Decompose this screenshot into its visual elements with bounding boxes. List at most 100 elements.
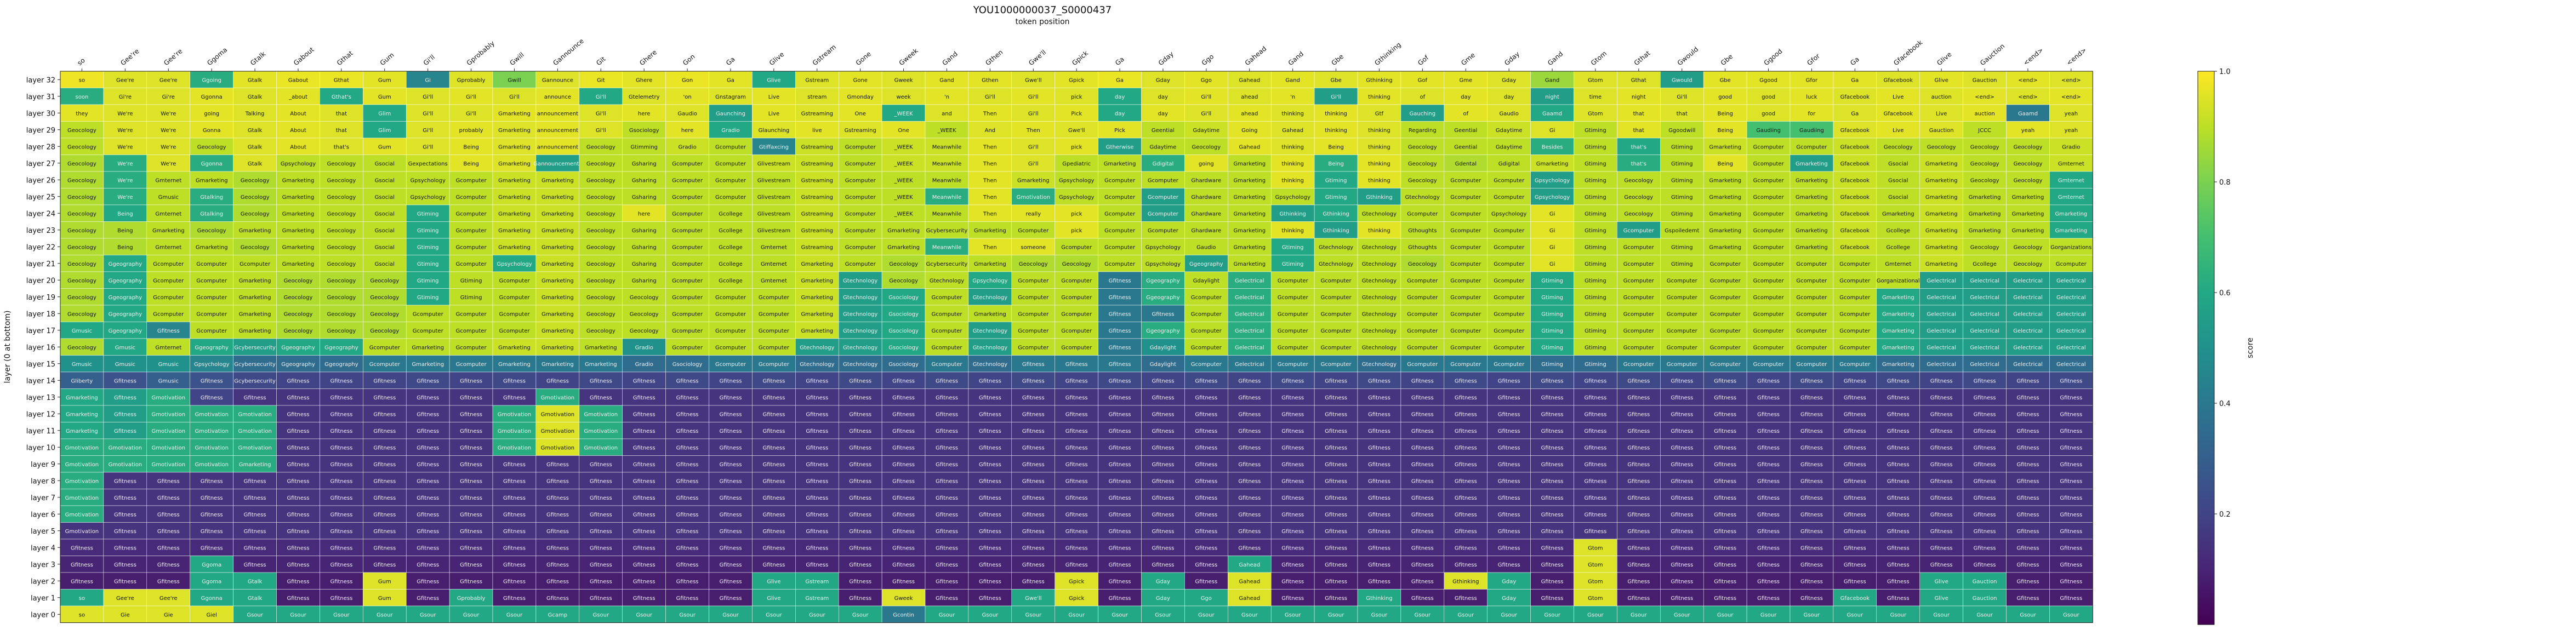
cell-label: Gsocial (375, 178, 395, 184)
cell-label: Gfitness (1541, 495, 1564, 501)
cell-label: Glive (767, 77, 780, 83)
cell-label: Gfitness (1757, 395, 1780, 401)
cell-label: Geocology (1408, 261, 1437, 267)
heatmap-cell (103, 155, 147, 172)
cell-label: Geocology (1624, 178, 1653, 184)
heatmap-cell (1617, 104, 1661, 122)
heatmap-cell (492, 204, 537, 222)
heatmap-cell (665, 221, 709, 239)
cell-label: We're (117, 128, 133, 134)
cell-label: Gfitness (720, 495, 742, 501)
cell-label: Gfitness (373, 378, 396, 384)
cell-label: Gdaytime (1150, 144, 1177, 150)
cell-label: Gcomputer (759, 345, 790, 351)
cell-label: Gfitness (1930, 478, 1953, 484)
cell-label: Gmotivation (541, 445, 575, 451)
cell-label: Gfitness (2017, 428, 2039, 434)
cell-label: Gcomputer (1407, 211, 1438, 217)
cell-label: Ghardware (1191, 194, 1221, 201)
cell-label: Gbe (1330, 77, 1341, 83)
cell-label: Gfitness (1930, 462, 1953, 468)
cell-label: _WEEK (894, 194, 914, 201)
cell-label: Gmternet (761, 278, 787, 284)
cell-label: Gtiffaxcing (759, 144, 789, 150)
cell-label: Gfitness (1541, 545, 1564, 551)
heatmap-cell (1617, 238, 1661, 255)
cell-label: Gmotivation (584, 445, 618, 451)
cell-label: Gfitness (1109, 345, 1131, 351)
heatmap-cell (968, 204, 1012, 222)
heatmap-cell (709, 155, 753, 172)
cell-label: Gfitness (1022, 411, 1045, 417)
cell-label: Gmarketing (498, 128, 531, 134)
cell-label: thinking (1281, 178, 1304, 184)
cell-label: Gfitness (979, 378, 1001, 384)
cell-label: here (638, 111, 651, 117)
cell-label: Geocology (327, 328, 356, 334)
cell-label: Gfitness (1757, 411, 1780, 417)
heatmap-cell (1228, 221, 1272, 239)
cell-label: Gsocial (375, 211, 395, 217)
cell-label: Gfitness (1800, 495, 1823, 501)
heatmap-cell (1314, 138, 1358, 155)
cell-label: Gtiming (1671, 261, 1693, 267)
cell-label: Gfitness (1800, 579, 1823, 585)
cell-label: Gfitness (1325, 596, 1347, 602)
cell-label: Gradio (678, 144, 696, 150)
x-tick-label: Ga (1849, 55, 1861, 67)
cell-label: Gelectrical (1970, 328, 1999, 334)
cell-label: Gtiming (417, 211, 439, 217)
cell-label: Gcomputer (1494, 345, 1525, 351)
cell-label: Gfitness (979, 428, 1001, 434)
cell-label: Gthen (982, 77, 999, 83)
cell-label: Gfitness (1800, 378, 1823, 384)
cell-label: Gfitness (1022, 529, 1045, 535)
cell-label: Gi'll (1028, 144, 1039, 150)
cell-label: Gmarketing (1969, 194, 2001, 201)
cell-label: Gfitness (633, 562, 656, 568)
cell-label: Gtiming (1671, 211, 1693, 217)
y-tick-label: layer 31 (26, 93, 55, 101)
heatmap-cell (1444, 155, 1488, 172)
x-tick-label: Glive (1935, 50, 1953, 67)
cell-label: Gfitness (1887, 579, 1910, 585)
cell-label: Gfitness (2060, 395, 2082, 401)
cell-label: Geocology (1408, 144, 1437, 150)
cell-label: Gsociology (888, 345, 919, 351)
heatmap-cell (2006, 138, 2050, 155)
cell-label: Gee're (116, 596, 134, 602)
cell-label: Gmarketing (152, 228, 185, 234)
cell-label: Gfitness (287, 411, 310, 417)
cell-label: good (1762, 94, 1775, 100)
cell-label: Gpsychology (1145, 261, 1181, 267)
cell-label: for (1808, 111, 1816, 117)
cell-label: Gfitness (1195, 545, 1217, 551)
heatmap-cell (2006, 121, 2050, 139)
cell-label: Gfitness (1281, 411, 1304, 417)
cell-label: that (1633, 111, 1644, 117)
cell-label: Gwe'll (1068, 128, 1085, 134)
x-tick-label: Gprobably (465, 39, 496, 67)
cell-label: Ggoing (202, 77, 221, 83)
heatmap-cell (1055, 138, 1098, 155)
cell-label: Gsharing (632, 228, 657, 234)
cell-label: Geocology (1970, 178, 1999, 184)
cell-label: Gmarketing (66, 428, 98, 434)
cell-label: Gmarketing (1709, 178, 1741, 184)
cell-label: Gcomputer (715, 295, 746, 301)
heatmap-cell (535, 88, 580, 105)
cell-label: Gcomputer (1667, 345, 1698, 351)
cell-label: Gfitness (936, 428, 958, 434)
cell-label: Gcomputer (845, 228, 876, 234)
cell-label: Gpsychology (281, 161, 316, 167)
cell-label: Gsour (1717, 612, 1734, 618)
cell-label: Gcomputer (499, 311, 531, 317)
cell-label: Gsociology (888, 295, 919, 301)
cell-label: Gfitness (1714, 378, 1736, 384)
cell-label: Gfitness (1498, 512, 1520, 518)
heatmap-cell (709, 238, 753, 255)
heatmap-cell (535, 238, 580, 255)
cell-label: Gfitness (979, 478, 1001, 484)
cell-label: <end> (2018, 77, 2038, 83)
heatmap-cell (1746, 155, 1791, 172)
